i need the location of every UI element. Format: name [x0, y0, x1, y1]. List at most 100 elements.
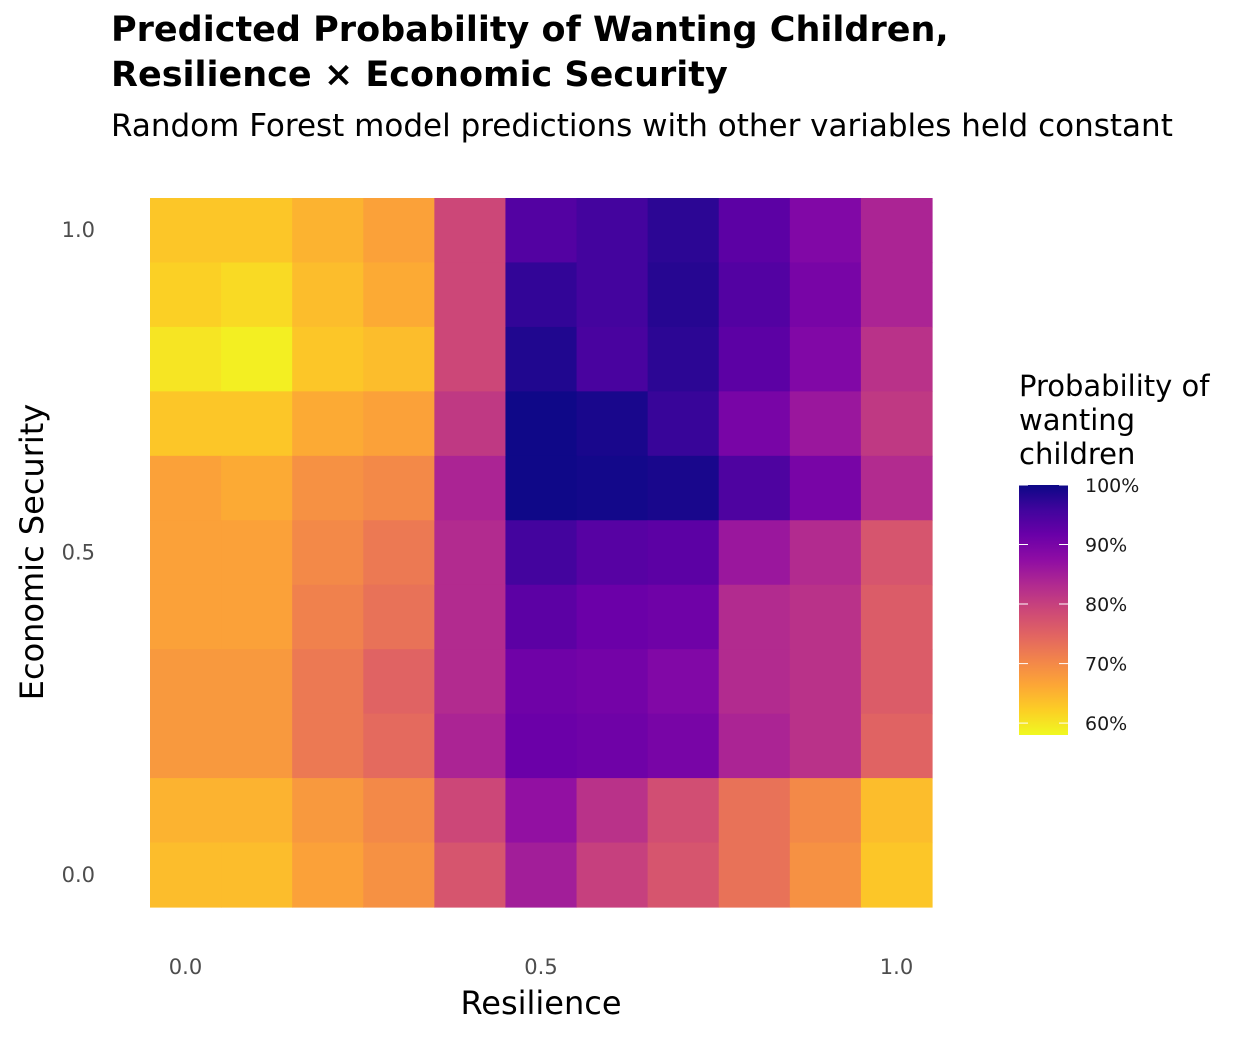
heatmap-cell [576, 778, 649, 844]
heatmap-cell [434, 262, 507, 328]
heatmap-cell [576, 649, 649, 715]
heatmap-cell [576, 584, 649, 650]
x-tick-label: 0.5 [524, 955, 557, 979]
heatmap-cell [363, 391, 435, 457]
heatmap-cell [505, 262, 578, 328]
heatmap-cell [860, 198, 933, 264]
heatmap-cell [150, 778, 222, 844]
heatmap-cell [860, 455, 933, 521]
heatmap-cell [150, 455, 222, 521]
heatmap-cell [292, 842, 364, 908]
heatmap-cell [292, 778, 364, 844]
heatmap-cell [221, 713, 293, 779]
heatmap-cell [434, 584, 507, 650]
legend-title-line-3: children [1019, 437, 1135, 471]
heatmap-cell [363, 326, 435, 392]
y-tick-label: 0.0 [62, 863, 95, 887]
heatmap-cell [576, 842, 649, 908]
heatmap-cell [718, 198, 791, 264]
heatmap-cell [434, 778, 507, 844]
heatmap-cell [576, 326, 649, 392]
heatmap-cell [150, 842, 222, 908]
heatmap-cell [363, 198, 435, 264]
heatmap-cell [150, 391, 222, 457]
legend-tick-label: 60% [1085, 713, 1127, 735]
heatmap-cell [150, 262, 222, 328]
heatmap-cell [292, 649, 364, 715]
heatmap-cell [150, 713, 222, 779]
heatmap-cell [647, 198, 720, 264]
heatmap-cell [860, 584, 933, 650]
y-axis-ticks: 0.0 0.5 1.0 [62, 218, 95, 887]
heatmap-cell [576, 713, 649, 779]
legend-title-line-2: wanting [1019, 403, 1135, 437]
heatmap-cell [860, 520, 933, 586]
heatmap-cell [647, 713, 720, 779]
heatmap-cell [150, 198, 222, 264]
x-tick-label: 0.0 [169, 955, 202, 979]
heatmap-cell [505, 584, 578, 650]
heatmap-cell [221, 198, 293, 264]
heatmap-cell [860, 649, 933, 715]
y-tick-label: 0.5 [62, 541, 95, 565]
heatmap-cell [576, 455, 649, 521]
heatmap-cell [789, 520, 862, 586]
heatmap-cell [576, 391, 649, 457]
heatmap-cell [221, 649, 293, 715]
heatmap-cell [363, 778, 435, 844]
y-axis-title: Economic Security [13, 404, 51, 700]
heatmap-cell [647, 520, 720, 586]
heatmap-cell [150, 584, 222, 650]
heatmap-cell [860, 713, 933, 779]
legend-tick-label: 70% [1085, 654, 1127, 676]
x-axis-ticks: 0.0 0.5 1.0 [169, 955, 913, 979]
heatmap-cell [363, 713, 435, 779]
heatmap-cell [150, 520, 222, 586]
heatmap-cell [647, 326, 720, 392]
heatmap-cell [718, 778, 791, 844]
heatmap-cell [789, 649, 862, 715]
heatmap-cell [505, 326, 578, 392]
heatmap-cell [221, 455, 293, 521]
heatmap-cell [292, 326, 364, 392]
heatmap-cell [292, 262, 364, 328]
heatmap-cell [576, 262, 649, 328]
heatmap-cell [789, 778, 862, 844]
chart-title: Predicted Probability of Wanting Childre… [111, 8, 949, 98]
heatmap-cell [434, 326, 507, 392]
x-axis-title: Resilience [460, 984, 621, 1022]
heatmap-cell [860, 842, 933, 908]
heatmap-cell [505, 455, 578, 521]
chart-title-line-1: Predicted Probability of Wanting Childre… [111, 10, 949, 50]
heatmap-cell [363, 649, 435, 715]
heatmap-cell [860, 326, 933, 392]
heatmap-cell [505, 842, 578, 908]
heatmap-cell [150, 649, 222, 715]
heatmap-cell [718, 391, 791, 457]
heatmap-cell [221, 842, 293, 908]
heatmap-cell [647, 649, 720, 715]
heatmap-cell [292, 455, 364, 521]
heatmap-cell [434, 842, 507, 908]
heatmap-cell [434, 391, 507, 457]
heatmap-cell [434, 198, 507, 264]
y-tick-label: 1.0 [62, 218, 95, 242]
chart-subtitle: Random Forest model predictions with oth… [111, 108, 1173, 144]
heatmap-cell [789, 584, 862, 650]
heatmap-cell [292, 520, 364, 586]
heatmap-cell [505, 520, 578, 586]
legend-tick-label: 100% [1085, 475, 1139, 497]
heatmap-cell [221, 584, 293, 650]
heatmap-cell [505, 391, 578, 457]
heatmap-cells [150, 198, 933, 908]
heatmap-cell [434, 649, 507, 715]
heatmap-cell [434, 520, 507, 586]
heatmap-cell [576, 198, 649, 264]
heatmap-cell [718, 649, 791, 715]
heatmap-cell [718, 713, 791, 779]
heatmap-cell [434, 713, 507, 779]
heatmap-cell [860, 262, 933, 328]
heatmap-cell [789, 326, 862, 392]
heatmap-cell [221, 520, 293, 586]
